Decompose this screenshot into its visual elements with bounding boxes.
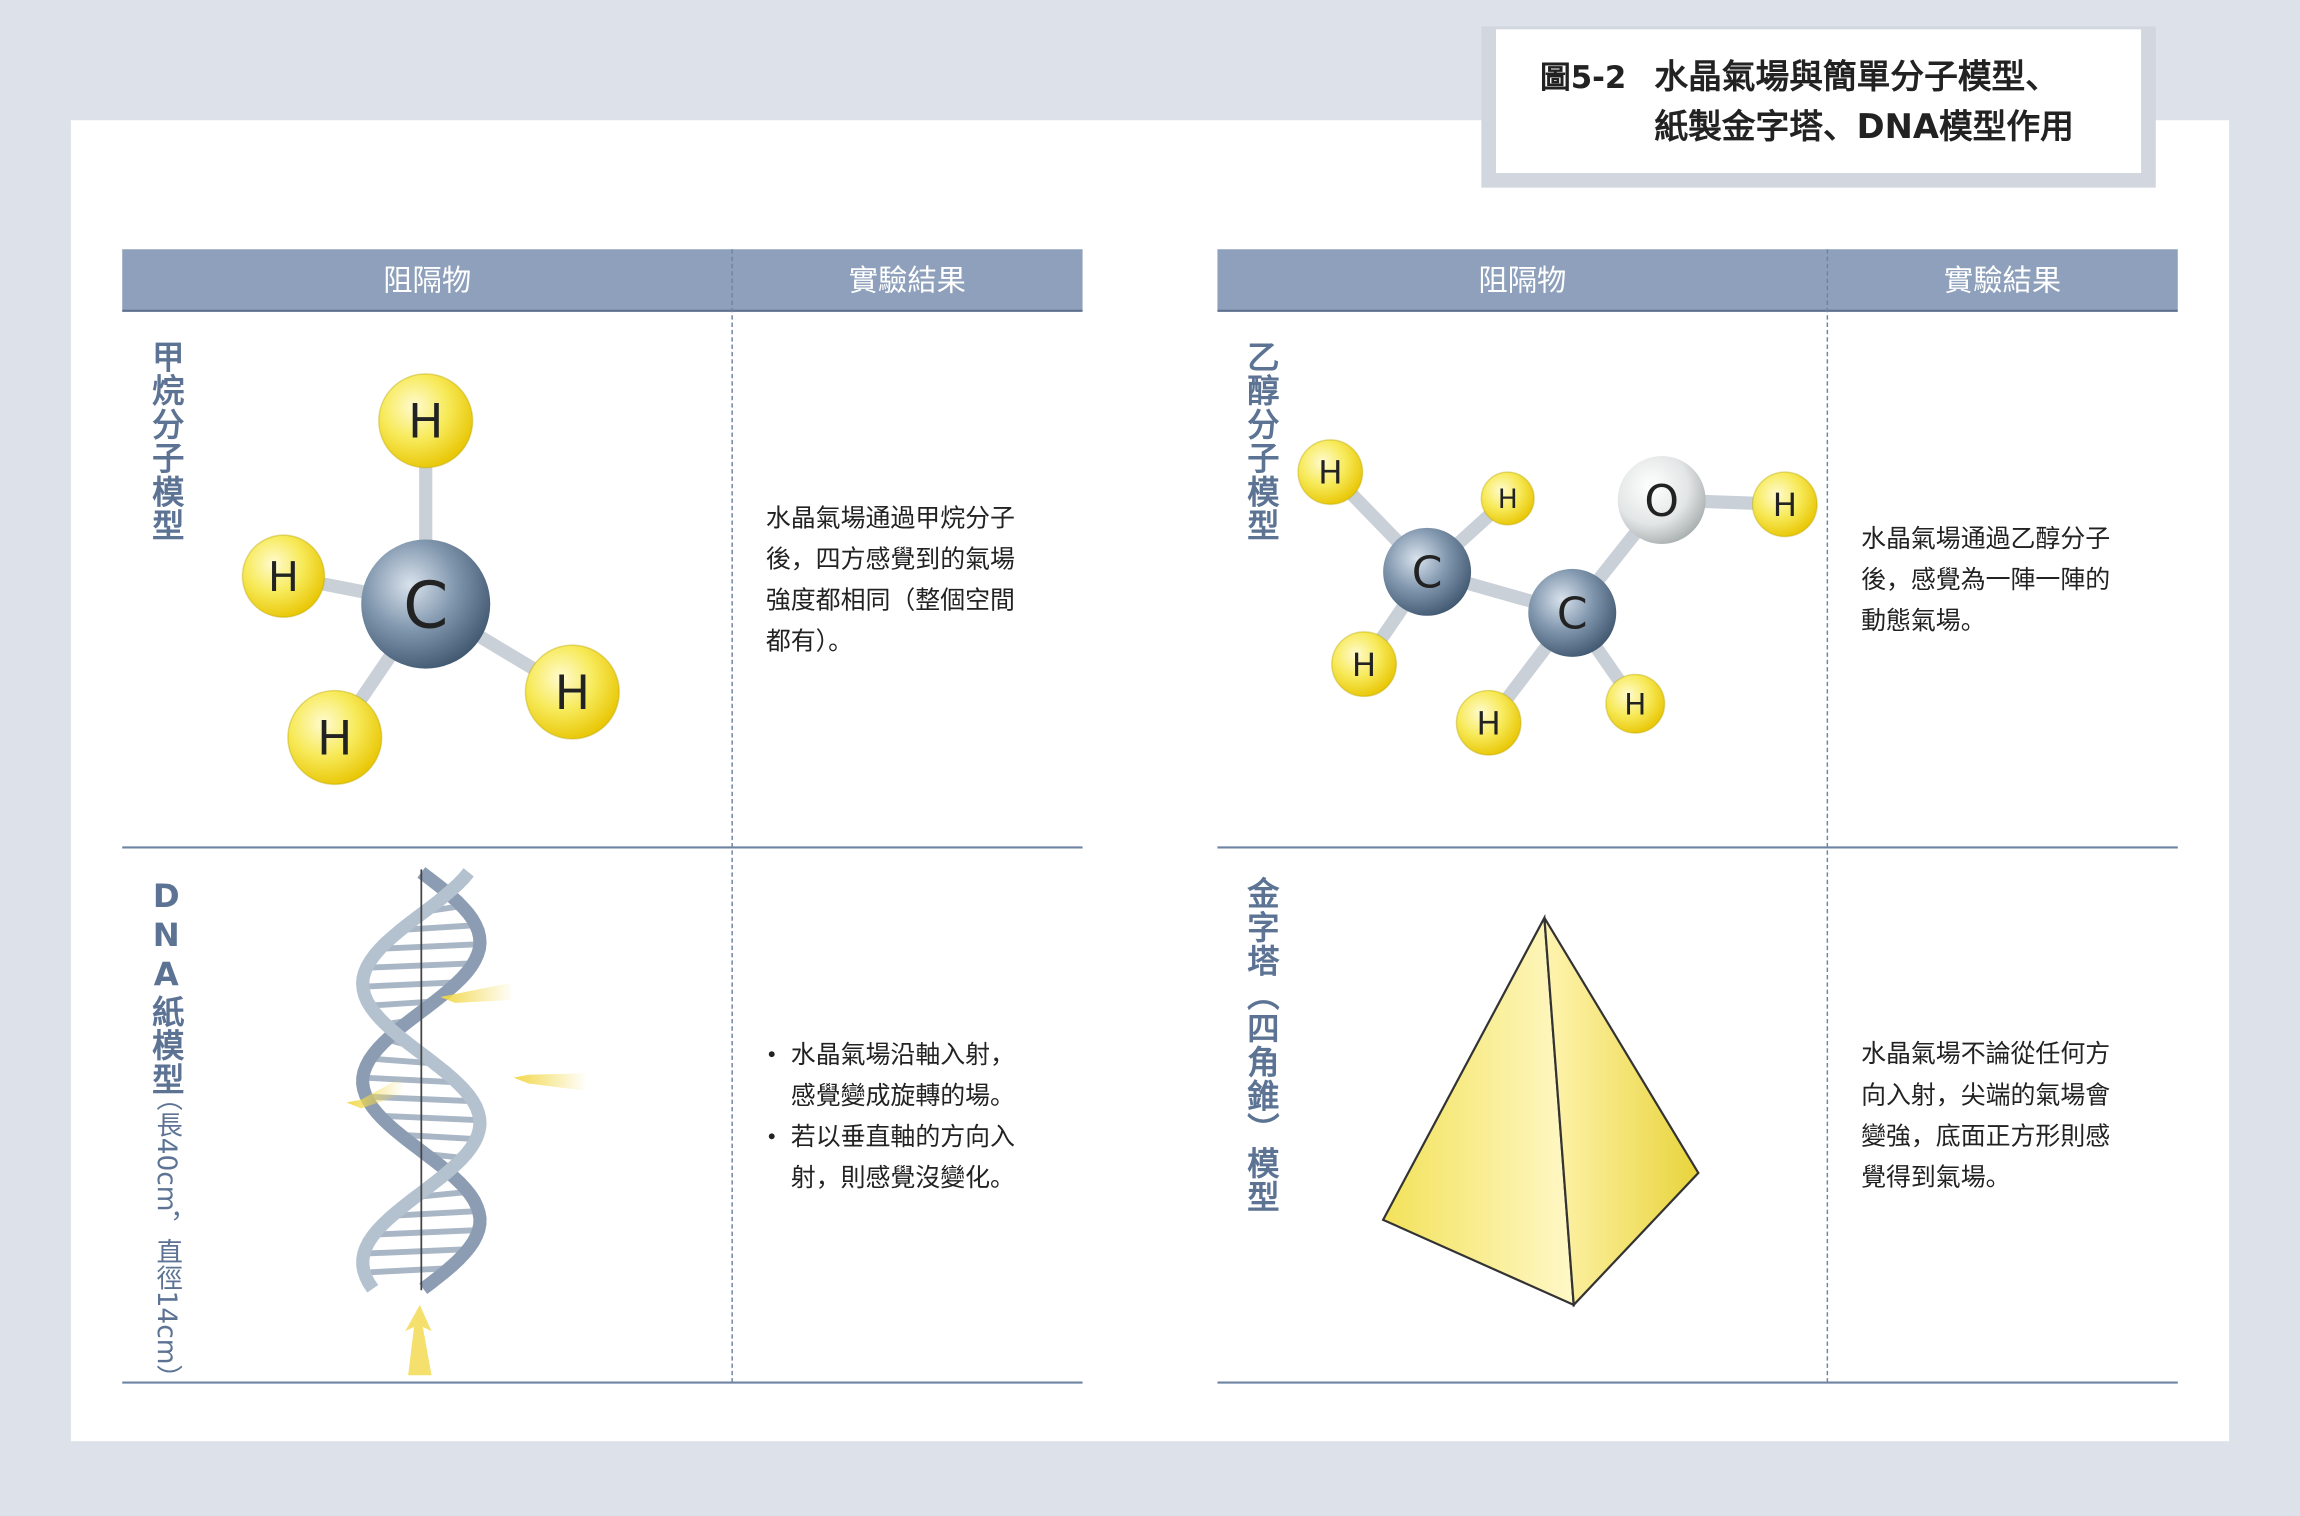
header-cell: 阻隔物 (383, 263, 471, 297)
atom (287, 689, 383, 786)
atom-label: H (555, 666, 590, 721)
row-label: 金字塔（四角錐）模型 (1242, 876, 1280, 1214)
title-box (1496, 29, 2142, 174)
atom (1331, 631, 1398, 698)
header-cell: 實驗結果 (849, 263, 966, 297)
atom (361, 539, 491, 669)
dna-strand (356, 868, 487, 1293)
result-text: 動態氣場。 (1861, 606, 1986, 635)
result-text: 變強，底面正方形則感 (1861, 1121, 2110, 1150)
dna-rung (363, 1265, 450, 1276)
result-text: 水晶氣場不論從任何方 (1861, 1039, 2110, 1068)
result-text: 若以垂直軸的方向入 (791, 1122, 1015, 1151)
atom-label: H (268, 553, 299, 601)
atom (524, 644, 620, 740)
dna-rung (379, 1112, 480, 1124)
field-arrow (405, 1304, 432, 1376)
atom (1751, 471, 1818, 538)
result-text: 都有）。 (766, 627, 853, 656)
result-text: 水晶氣場通過甲烷分子 (766, 503, 1015, 532)
atom-label: O (1644, 476, 1679, 527)
figure-title: 紙製金字塔、DNA模型作用 (1654, 107, 2074, 146)
result-text: 後，感覺為一陣一陣的 (1861, 565, 2110, 594)
field-arrow (513, 1073, 587, 1091)
atom (1297, 439, 1364, 506)
atom (1455, 689, 1522, 756)
result-text: 後，四方感覺到的氣場 (766, 544, 1015, 573)
dna-rung (369, 1055, 429, 1066)
atom-label: H (1318, 454, 1342, 492)
atom-label: H (317, 711, 352, 766)
dna-strand (356, 867, 487, 1295)
atom (1528, 568, 1617, 657)
result-text: 覺得到氣場。 (1861, 1162, 2010, 1191)
dna-rung (362, 1074, 452, 1085)
header-bar (1217, 249, 2178, 311)
atom-label: C (1557, 589, 1588, 640)
dna-rung (384, 941, 481, 952)
bullet (768, 1051, 775, 1058)
dna-rung (365, 1246, 469, 1257)
atom (1605, 673, 1666, 734)
atom (1383, 527, 1472, 616)
atom-label: C (1412, 548, 1443, 599)
result-text: 射，則感覺沒變化。 (791, 1163, 1015, 1192)
atom (1617, 455, 1706, 544)
header-cell: 實驗結果 (1944, 263, 2061, 297)
field-arrow (440, 982, 514, 1003)
dna-rung (362, 979, 458, 990)
atom-label: C (403, 568, 448, 643)
dna-rung (377, 1227, 479, 1238)
atom (241, 534, 326, 618)
atom-label: H (1624, 687, 1646, 721)
pyramid-face (1543, 917, 1700, 1308)
result-text: 向入射，尖端的氣場會 (1861, 1080, 2110, 1109)
bullet (768, 1133, 775, 1140)
atom-label: H (1477, 704, 1501, 742)
result-text: 感覺變成旋轉的場。 (791, 1081, 1015, 1110)
panel (70, 120, 2230, 1442)
figure-label: 圖5-2 (1540, 60, 1626, 96)
dna-rung (406, 922, 476, 933)
header-cell: 阻隔物 (1478, 263, 1566, 297)
row-label: DNA紙模型 (147, 877, 185, 1097)
atom (1480, 471, 1535, 526)
result-text: 水晶氣場通過乙醇分子 (1861, 524, 2110, 553)
row-label: 甲烷分子模型 (147, 340, 185, 542)
field-arrow (346, 1076, 404, 1109)
result-text: 水晶氣場沿軸入射， (791, 1040, 1015, 1069)
row-note: （長40cm，直徑14cm） (151, 1085, 182, 1391)
figure-title: 水晶氣場與簡單分子模型、 (1654, 57, 2059, 96)
atom-label: H (408, 395, 443, 450)
result-text: 強度都相同（整個空間 (766, 585, 1015, 614)
dna-rung (397, 1208, 479, 1219)
atom (378, 373, 474, 469)
atom-label: H (1773, 486, 1797, 524)
dna-rung (400, 1131, 479, 1143)
row-label: 乙醇分子模型 (1242, 340, 1280, 542)
atom-label: H (1498, 485, 1518, 515)
atom-label: H (1352, 646, 1376, 684)
header-bar (122, 249, 1083, 311)
